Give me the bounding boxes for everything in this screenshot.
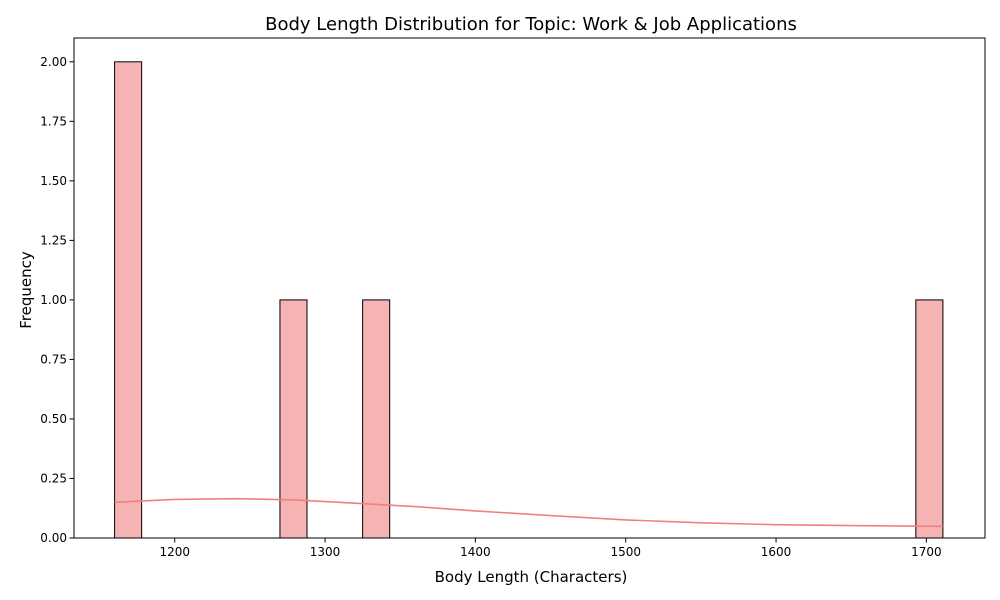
x-axis-title: Body Length (Characters) [435, 568, 628, 586]
y-axis-title: Frequency [17, 251, 35, 329]
y-tick-label: 0.00 [40, 531, 67, 545]
y-tick-label: 0.25 [40, 471, 67, 485]
y-tick-label: 1.50 [40, 174, 67, 188]
y-tick-label: 0.50 [40, 412, 67, 426]
y-tick-label: 2.00 [40, 55, 67, 69]
kde-curve [114, 497, 943, 528]
plot-frame [73, 37, 986, 539]
y-tick-label: 0.75 [40, 352, 67, 366]
bars-group [114, 61, 944, 539]
y-tick-label: 1.75 [40, 114, 67, 128]
histogram-bar-3 [362, 299, 391, 539]
histogram-bar-2 [279, 299, 308, 539]
y-tick-label: 1.25 [40, 233, 67, 247]
x-tick-label: 1300 [310, 545, 341, 559]
y-axis-ticks: 0.00 0.25 0.50 0.75 1.00 1.25 1.50 1.75 2.00 [40, 55, 74, 545]
x-tick-label: 1500 [610, 545, 641, 559]
histogram-bar-4 [915, 299, 944, 539]
x-tick-label: 1600 [761, 545, 792, 559]
histogram-bar-1 [114, 61, 143, 539]
x-tick-label: 1200 [159, 545, 190, 559]
chart-title: Body Length Distribution for Topic: Work… [265, 14, 797, 35]
x-tick-label: 1700 [911, 545, 942, 559]
x-axis-ticks: 1200 1300 1400 1500 1600 1700 [159, 538, 942, 559]
x-tick-label: 1400 [460, 545, 491, 559]
y-tick-label: 1.00 [40, 293, 67, 307]
